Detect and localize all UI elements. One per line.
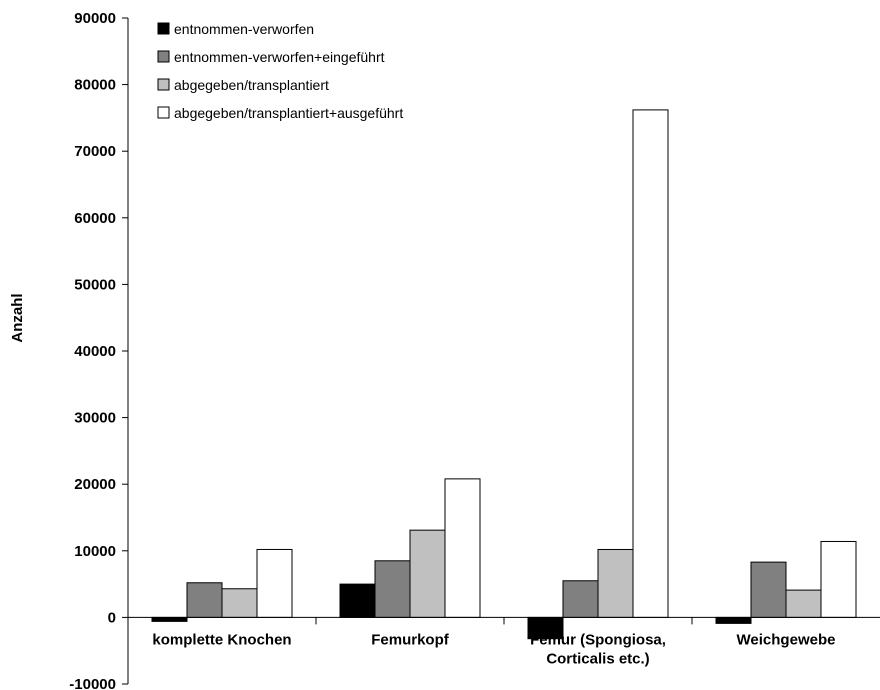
y-tick-label: 30000 xyxy=(74,410,116,427)
y-tick-label: 0 xyxy=(108,609,116,626)
bar xyxy=(820,540,857,618)
bar xyxy=(151,616,188,622)
y-tick-label: 80000 xyxy=(74,77,116,94)
category-label: komplette Knochen xyxy=(152,631,291,648)
legend-swatch xyxy=(157,22,170,35)
category-label: Corticalis etc.) xyxy=(546,650,649,667)
y-axis-title: Anzahl xyxy=(9,293,26,342)
bar xyxy=(750,561,787,618)
bar xyxy=(785,589,822,618)
bars xyxy=(151,109,857,640)
legend: entnommen-verworfen entnommen-verworfen+e… xyxy=(157,21,403,121)
bar xyxy=(374,560,411,618)
legend-label: entnommen-verworfen xyxy=(174,21,314,37)
bar xyxy=(339,583,376,618)
y-tick-label: 60000 xyxy=(74,210,116,227)
x-axis xyxy=(128,616,880,625)
legend-label: abgegeben/transplantiert+ausgeführt xyxy=(174,105,403,121)
bar xyxy=(715,616,752,624)
category-label: Weichgewebe xyxy=(737,631,836,648)
y-tick-label: 70000 xyxy=(74,143,116,160)
category-labels: komplette Knochen Femurkopf Femur (Spongio… xyxy=(152,631,835,667)
legend-label: abgegeben/transplantiert xyxy=(174,77,329,93)
bar xyxy=(632,109,669,618)
bar xyxy=(409,529,446,618)
legend-swatch xyxy=(157,50,170,63)
bar xyxy=(444,478,481,618)
y-tick-label: -10000 xyxy=(69,676,116,690)
bar xyxy=(562,580,599,618)
bar xyxy=(186,582,223,618)
y-axis: -10000 0 10000 20000 30000 40000 50000 60000 700… xyxy=(69,10,129,690)
bar xyxy=(256,548,293,618)
category-label: Femur (Spongiosa, xyxy=(530,631,666,648)
y-tick-label: 50000 xyxy=(74,276,116,293)
bar xyxy=(221,588,258,618)
legend-label: entnommen-verworfen+eingeführt xyxy=(174,49,385,65)
y-tick-label: 90000 xyxy=(74,10,116,27)
legend-swatch xyxy=(157,78,170,91)
y-tick-label: 20000 xyxy=(74,476,116,493)
category-label: Femurkopf xyxy=(371,631,450,648)
y-tick-label: 40000 xyxy=(74,343,116,360)
y-tick-label: 10000 xyxy=(74,543,116,560)
bar xyxy=(597,548,634,618)
legend-swatch xyxy=(157,106,170,119)
